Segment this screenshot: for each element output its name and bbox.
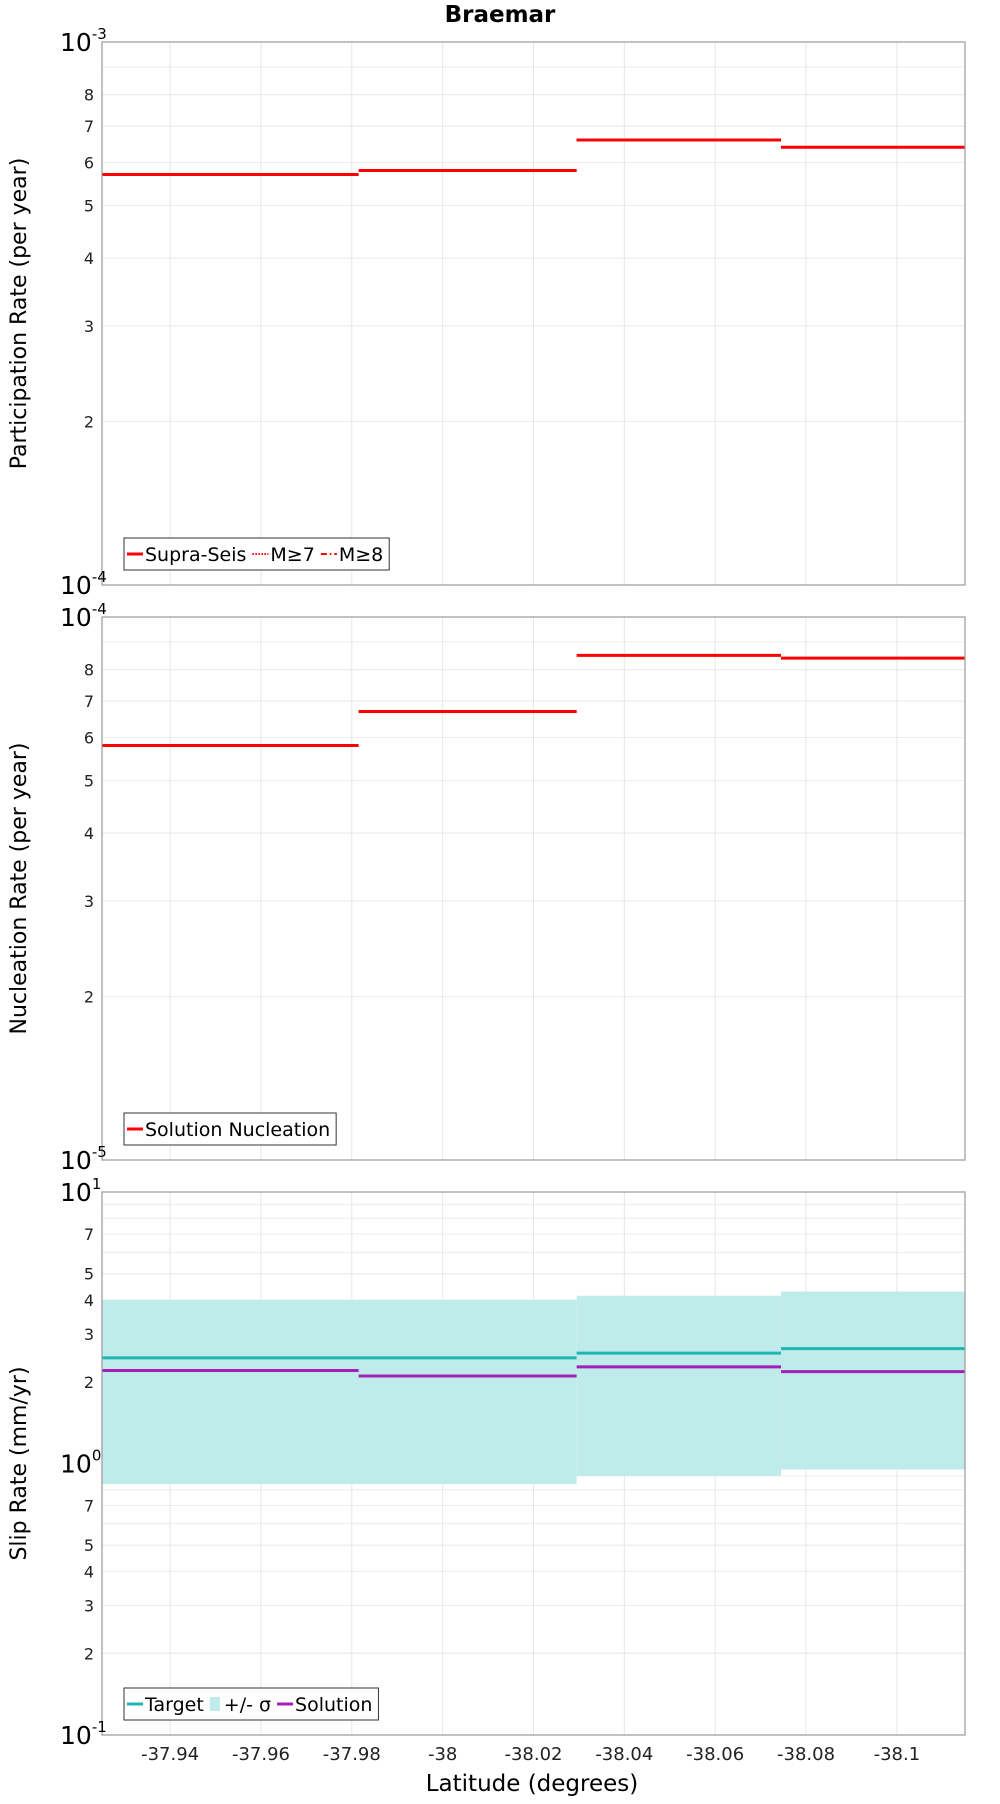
y-major-tick-label: 10-5 [60, 1143, 107, 1175]
y-minor-tick-label: 2 [84, 1373, 94, 1392]
legend: Target +/- σ Solution [123, 1687, 379, 1721]
y-minor-tick-label: 5 [84, 771, 94, 790]
legend-label: Solution Nucleation [145, 1119, 330, 1141]
y-minor-tick-label: 2 [84, 413, 94, 432]
tick-base: 10 [60, 1721, 92, 1750]
y-minor-tick-label: 7 [84, 117, 94, 136]
legend: Supra-Seis M≥7 M≥8 [123, 537, 390, 571]
tick-exponent: -4 [92, 600, 107, 618]
y-minor-tick-label: 7 [84, 692, 94, 711]
x-tick-label: -37.96 [232, 1744, 290, 1765]
x-tick-label: -37.98 [323, 1744, 381, 1765]
y-minor-tick-label: 4 [84, 824, 94, 843]
x-tick-label: -38 [428, 1744, 457, 1765]
y-major-tick-label: 10-1 [60, 1718, 107, 1750]
plot-frame [101, 41, 966, 586]
x-axis-label: Latitude (degrees) [426, 1771, 639, 1797]
y-minor-tick-label: 7 [84, 1497, 94, 1516]
y-axis-label: Slip Rate (mm/yr) [7, 1366, 32, 1560]
legend-label: M≥7 [270, 544, 314, 566]
x-tick-label: -37.94 [141, 1744, 199, 1765]
figure-title: Braemar [445, 2, 556, 28]
legend-label: Target [144, 1694, 204, 1716]
y-minor-tick-label: 3 [84, 1596, 94, 1615]
y-minor-tick-label: 5 [84, 1536, 94, 1555]
legend-label: Supra-Seis [145, 544, 246, 566]
gridlines [102, 617, 965, 1160]
y-axis-label: Nucleation Rate (per year) [7, 743, 32, 1035]
tick-exponent: -5 [92, 1143, 107, 1161]
x-tick-label: -38.1 [874, 1744, 921, 1765]
tick-base: 10 [60, 1178, 92, 1207]
tick-exponent: 0 [92, 1447, 102, 1465]
legend-label: M≥8 [339, 544, 383, 566]
band-segment-2 [576, 1295, 782, 1476]
y-axis-label: Participation Rate (per year) [7, 158, 32, 470]
tick-base: 10 [60, 28, 92, 57]
tick-exponent: -1 [92, 1718, 107, 1736]
tick-exponent: -3 [92, 25, 107, 43]
legend-box [123, 1112, 337, 1146]
tick-exponent: -4 [92, 568, 107, 586]
legend: Solution Nucleation [123, 1112, 337, 1146]
band-segment-1 [102, 1300, 577, 1485]
y-minor-tick-label: 5 [84, 196, 94, 215]
y-major-tick-label: 10-4 [60, 600, 107, 632]
legend-label: Solution [295, 1694, 372, 1716]
y-minor-tick-label: 3 [84, 1325, 94, 1344]
y-minor-tick-label: 2 [84, 1644, 94, 1663]
legend-label: +/- σ [224, 1694, 271, 1716]
y-minor-tick-label: 2 [84, 988, 94, 1007]
x-tick-label: -38.02 [504, 1744, 562, 1765]
y-minor-tick-label: 4 [84, 1563, 94, 1582]
band-segment-3 [781, 1291, 965, 1470]
tick-exponent: 1 [92, 1175, 102, 1193]
y-minor-tick-label: 3 [84, 892, 94, 911]
y-minor-tick-label: 4 [84, 249, 94, 268]
gridlines [102, 42, 965, 585]
x-tick-label: -38.04 [595, 1744, 653, 1765]
x-tick-label: -38.06 [686, 1744, 744, 1765]
y-minor-tick-label: 6 [84, 728, 94, 747]
y-major-tick-label: 101 [60, 1175, 101, 1207]
y-minor-tick-label: 6 [84, 153, 94, 172]
y-major-tick-label: 10-4 [60, 568, 107, 600]
y-minor-tick-label: 7 [84, 1225, 94, 1244]
plot-frame [101, 1191, 966, 1736]
y-major-tick-label: 10-3 [60, 25, 107, 57]
legend-swatch-band [209, 1697, 220, 1711]
y-minor-tick-label: 5 [84, 1265, 94, 1284]
y-minor-tick-label: 8 [84, 86, 94, 105]
y-minor-tick-label: 3 [84, 317, 94, 336]
legend-box [123, 1687, 379, 1721]
plot-frame [101, 616, 966, 1161]
y-minor-tick-label: 4 [84, 1291, 94, 1310]
tick-base: 10 [60, 571, 92, 600]
tick-base: 10 [60, 1450, 92, 1479]
tick-base: 10 [60, 1146, 92, 1175]
y-major-tick-label: 100 [60, 1447, 101, 1479]
y-minor-tick-label: 8 [84, 661, 94, 680]
tick-base: 10 [60, 603, 92, 632]
x-tick-label: -38.08 [777, 1744, 835, 1765]
